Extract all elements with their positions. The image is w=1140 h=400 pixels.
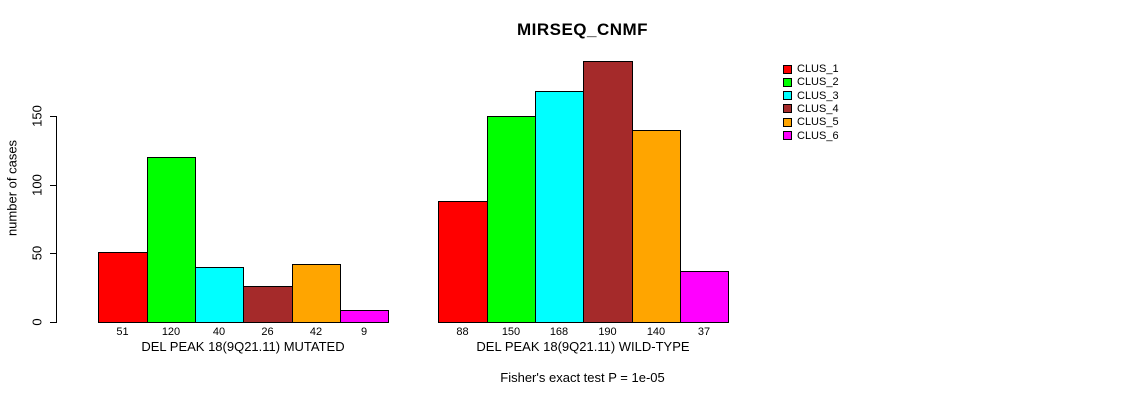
group-label: DEL PEAK 18(9Q21.11) MUTATED: [141, 339, 345, 354]
y-tick-mark: [50, 116, 57, 117]
legend-swatch: [783, 131, 792, 140]
bar: [583, 61, 633, 323]
y-tick-label: 150: [29, 105, 45, 127]
bar-value-label: 51: [116, 326, 129, 338]
bar: [632, 130, 681, 323]
bar-value-label: 140: [646, 326, 666, 338]
bar-value-label: 88: [456, 326, 469, 338]
bar: [438, 201, 488, 323]
bar-value-label: 26: [261, 326, 274, 338]
y-tick-label: 50: [29, 245, 45, 261]
legend-swatch: [783, 91, 792, 101]
bar-value-label: 37: [697, 326, 711, 338]
bar: [147, 157, 196, 323]
bar-value-label: 190: [598, 326, 617, 338]
bar-value-label: 42: [309, 326, 323, 338]
bar-value-label: 168: [549, 326, 569, 338]
bar: [243, 286, 293, 323]
group-label: DEL PEAK 18(9Q21.11) WILD-TYPE: [476, 339, 690, 354]
legend-label: CLUS_6: [797, 129, 839, 142]
bar: [340, 310, 389, 323]
bar-value-label: 120: [161, 326, 181, 338]
y-tick-mark: [50, 253, 57, 254]
y-tick-label: 0: [29, 318, 45, 326]
legend-swatch: [783, 77, 792, 87]
chart-title: MIRSEQ_CNMF: [516, 20, 649, 39]
y-tick-mark: [50, 185, 57, 186]
bar: [292, 264, 341, 323]
legend-label: CLUS_2: [797, 76, 839, 89]
y-axis-line: [56, 116, 57, 323]
legend-label: CLUS_4: [797, 102, 839, 115]
legend-swatch: [783, 64, 792, 74]
bar-value-label: 40: [212, 326, 226, 338]
bar-value-label: 9: [360, 326, 368, 338]
bar: [98, 252, 148, 323]
bar: [487, 116, 536, 323]
bar: [195, 267, 244, 323]
bar: [680, 271, 729, 323]
legend-label: CLUS_3: [797, 89, 839, 102]
footnote: Fisher's exact test P = 1e-05: [500, 370, 665, 385]
legend-swatch: [783, 117, 792, 127]
legend-swatch: [783, 104, 792, 114]
legend-label: CLUS_5: [797, 116, 839, 129]
bar-value-label: 150: [501, 326, 521, 338]
y-tick-label: 100: [29, 174, 45, 196]
y-tick-mark: [50, 322, 57, 323]
legend-label: CLUS_1: [797, 63, 839, 75]
bar: [535, 91, 584, 323]
y-axis-label: number of cases: [4, 139, 20, 237]
